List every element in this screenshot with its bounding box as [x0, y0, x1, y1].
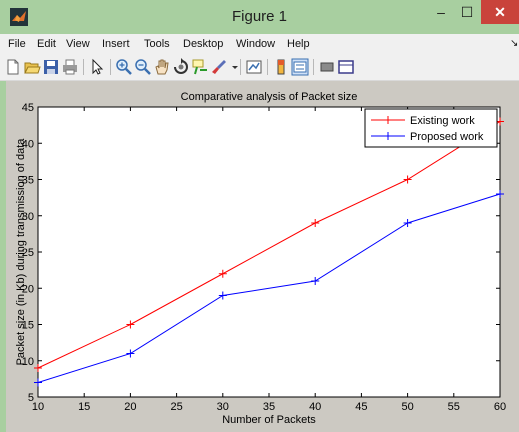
data-point	[311, 219, 320, 227]
y-tick-label: 35	[22, 175, 34, 187]
figure-canvas: 10 15 20 25 30 35 40 45 50 55 60 5 10 15 20 25 30 35 40 45 …	[6, 81, 519, 432]
legend[interactable]: Existing work Proposed work	[364, 108, 498, 148]
window-border	[0, 81, 6, 432]
link-plot-icon[interactable]	[245, 58, 263, 76]
x-tick-label: 60	[494, 401, 506, 413]
data-point	[403, 219, 412, 227]
matlab-icon	[10, 8, 28, 26]
y-tick-label: 40	[22, 138, 34, 150]
x-tick-label: 20	[124, 401, 136, 413]
data-point	[34, 378, 42, 387]
brush-icon[interactable]	[210, 58, 228, 76]
print-icon[interactable]	[61, 58, 79, 76]
series-line-1	[37, 121, 501, 369]
maximize-button[interactable]: ☐	[460, 4, 474, 20]
y-tick-label: 15	[22, 320, 34, 332]
zoom-in-icon[interactable]	[115, 58, 133, 76]
toolbar	[0, 54, 519, 81]
y-tick-label: 10	[22, 356, 34, 368]
pointer-icon[interactable]	[88, 58, 106, 76]
menu-insert[interactable]: Insert	[102, 38, 130, 50]
data-point	[218, 291, 227, 300]
data-point	[311, 277, 320, 285]
toolbar-separator	[83, 59, 84, 75]
data-point	[126, 320, 135, 329]
hide-plot-tools-icon[interactable]	[318, 58, 336, 76]
y-axis-label: Packet size (in Kb) during transmission …	[15, 138, 27, 366]
save-icon[interactable]	[42, 58, 60, 76]
menu-view[interactable]: View	[66, 38, 90, 50]
menu-desktop[interactable]: Desktop	[183, 38, 224, 50]
zoom-out-icon[interactable]	[134, 58, 152, 76]
legend-label: Proposed work	[410, 131, 484, 143]
pan-icon[interactable]	[153, 58, 171, 76]
y-tick-label: 45	[22, 102, 34, 114]
x-tick-label: 55	[448, 401, 460, 413]
new-figure-icon[interactable]	[4, 58, 22, 76]
x-tick-label: 15	[78, 401, 90, 413]
y-tick-label: 20	[22, 283, 34, 295]
y-tick-label: 30	[22, 211, 34, 223]
menu-tools[interactable]: Tools	[144, 38, 170, 50]
x-axis-label: Number of Packets	[222, 414, 316, 426]
menu-overflow-icon[interactable]: ↘	[510, 38, 519, 49]
open-file-icon[interactable]	[23, 58, 41, 76]
data-point	[218, 269, 227, 278]
x-tick-label: 35	[263, 401, 275, 413]
x-tick-label: 45	[355, 401, 367, 413]
legend-icon[interactable]	[291, 58, 309, 76]
toolbar-separator	[313, 59, 314, 75]
toolbar-separator	[110, 59, 111, 75]
rotate-icon[interactable]	[172, 58, 190, 76]
data-point	[403, 175, 412, 184]
colorbar-icon[interactable]	[272, 58, 290, 76]
x-tick-label: 40	[309, 401, 321, 413]
minimize-button[interactable]: –	[437, 4, 445, 20]
data-point	[34, 364, 42, 372]
y-tick-label: 25	[22, 247, 34, 259]
data-point	[496, 190, 504, 198]
data-cursor-icon[interactable]	[191, 58, 209, 76]
x-tick-label: 25	[170, 401, 182, 413]
menu-bar: File Edit View Insert Tools Desktop Wind…	[0, 34, 519, 54]
menu-window[interactable]: Window	[236, 38, 276, 50]
toolbar-separator	[267, 59, 268, 75]
data-point	[126, 349, 135, 358]
chart-title: Comparative analysis of Packet size	[181, 91, 358, 103]
x-tick-label: 50	[401, 401, 413, 413]
menu-file[interactable]: File	[8, 38, 26, 50]
toolbar-separator	[240, 59, 241, 75]
plot-area[interactable]	[37, 106, 501, 398]
legend-label: Existing work	[410, 115, 475, 127]
title-bar[interactable]: Figure 1 – ☐ ✕	[0, 0, 519, 34]
x-tick-label: 10	[32, 401, 44, 413]
legend-box	[364, 108, 498, 148]
close-button[interactable]: ✕	[481, 0, 519, 24]
menu-help[interactable]: Help	[287, 38, 310, 50]
window-title: Figure 1	[231, 8, 288, 25]
show-plot-tools-icon[interactable]	[337, 58, 355, 76]
series-line-2	[37, 193, 501, 383]
line-chart: 10 15 20 25 30 35 40 45 50 55 6051015202530354045 …	[15, 91, 506, 426]
x-tick-label: 30	[217, 401, 229, 413]
chevron-down-icon[interactable]	[226, 58, 244, 76]
menu-edit[interactable]: Edit	[37, 38, 56, 50]
y-tick-label: 5	[28, 392, 34, 404]
